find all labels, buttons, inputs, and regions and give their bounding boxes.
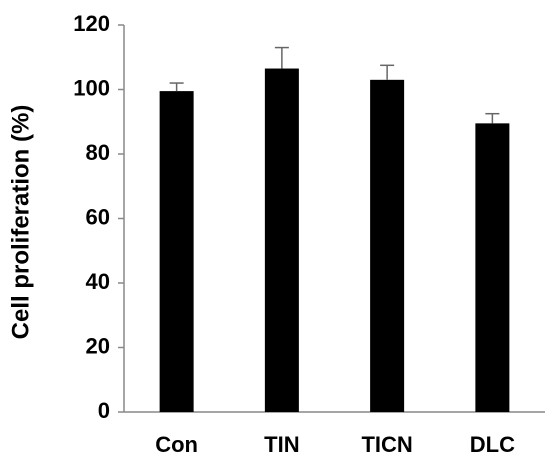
y-tick-label: 40: [86, 269, 110, 294]
y-axis-label: Cell proliferation (%): [7, 105, 34, 340]
bar: [370, 79, 405, 412]
plot-area: 0 20 40 60 80 100 120 Con TIN TICN DLC: [73, 11, 545, 457]
y-tick-label: 60: [86, 204, 110, 229]
bar: [264, 68, 299, 412]
y-tick-label: 20: [86, 333, 110, 358]
x-tick-label: TICN: [361, 432, 412, 457]
y-tick-label: 120: [73, 11, 110, 36]
y-tick-label: 100: [73, 75, 110, 100]
x-tick-label: TIN: [264, 432, 299, 457]
y-tick-label: 0: [98, 398, 110, 423]
bar: [475, 123, 510, 413]
x-tick-label: Con: [155, 432, 198, 457]
bar: [159, 91, 194, 413]
y-tick-label: 80: [86, 140, 110, 165]
x-tick-label: DLC: [470, 432, 515, 457]
